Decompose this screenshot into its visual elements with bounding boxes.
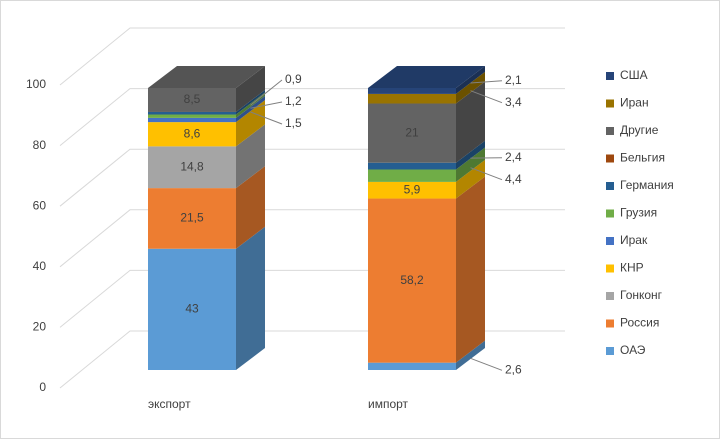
data-label: 1,2 — [285, 94, 302, 108]
bar-top — [368, 66, 485, 88]
leader-line — [470, 80, 503, 84]
legend-marker — [606, 127, 614, 135]
data-label: 8,6 — [184, 126, 201, 140]
legend-marker — [606, 72, 614, 80]
legend-marker — [606, 99, 614, 108]
data-label: 14,8 — [180, 159, 204, 173]
legend-label: Грузия — [620, 206, 657, 220]
bar-side — [236, 66, 265, 112]
bar — [148, 188, 236, 249]
legend-label: Другие — [620, 123, 659, 137]
data-label: 21,5 — [180, 211, 204, 225]
legend-marker — [606, 182, 614, 190]
bar — [148, 248, 236, 370]
legend-label: Ирак — [620, 233, 648, 247]
data-label: 4,4 — [505, 172, 522, 186]
bar — [368, 103, 456, 163]
bar-side — [456, 81, 485, 163]
data-label: 0,9 — [285, 72, 302, 86]
bar — [148, 122, 236, 147]
bar-side — [456, 159, 485, 199]
leader-line — [470, 167, 503, 181]
bar — [368, 88, 456, 94]
legend-marker — [606, 292, 614, 300]
bar-side — [236, 100, 265, 147]
legend-marker — [606, 347, 614, 355]
bar-side — [236, 124, 265, 189]
bar — [368, 198, 456, 363]
bar-side — [236, 166, 265, 249]
y-tick-label: 20 — [33, 320, 47, 334]
bar-side — [456, 140, 485, 170]
x-tick-label: импорт — [368, 397, 409, 411]
y-tick-label: 60 — [33, 198, 47, 212]
data-label: 2,4 — [505, 150, 522, 164]
bar — [368, 162, 456, 170]
bar — [148, 117, 236, 123]
bar-side — [236, 226, 265, 370]
data-label: 43 — [185, 302, 199, 316]
legend-label: Гонконг — [620, 288, 663, 302]
bar-top — [148, 66, 265, 88]
y-tick-label: 40 — [33, 259, 47, 273]
data-label: 3,4 — [505, 95, 522, 109]
bar — [368, 93, 456, 104]
leader-line — [250, 79, 283, 106]
data-label: 58,2 — [400, 273, 424, 287]
data-label: 8,5 — [184, 92, 201, 106]
leader-line — [250, 101, 283, 109]
bar-side — [456, 71, 485, 104]
legend-marker — [606, 154, 614, 163]
x-tick-label: экспорт — [148, 397, 191, 411]
y-tick-label: 80 — [33, 138, 47, 152]
bar-side — [456, 66, 485, 94]
bar-side — [456, 147, 485, 182]
leader-line — [470, 357, 503, 371]
bar — [148, 114, 236, 118]
bar — [148, 146, 236, 189]
legend-marker — [606, 237, 614, 245]
data-label: 2,1 — [505, 73, 522, 87]
data-label: 2,6 — [505, 363, 522, 377]
data-label: 1,5 — [285, 116, 302, 130]
bar-side — [236, 89, 265, 115]
grid-line — [59, 27, 565, 86]
y-tick-label: 0 — [39, 380, 46, 394]
legend-label: КНР — [620, 261, 644, 275]
bar — [368, 181, 456, 199]
y-tick-label: 100 — [26, 77, 46, 91]
bar — [148, 111, 236, 115]
leader-line — [470, 90, 503, 104]
legend-label: ОАЭ — [620, 343, 646, 357]
legend-marker — [606, 264, 614, 273]
data-label: 5,9 — [404, 182, 421, 196]
legend-label: Россия — [620, 316, 659, 330]
legend-label: Германия — [620, 178, 674, 192]
data-label: 21 — [405, 125, 419, 139]
legend-label: Бельгия — [620, 151, 665, 165]
legend-label: Иран — [620, 96, 649, 110]
bar-side — [456, 340, 485, 370]
bar — [368, 169, 456, 182]
legend-marker — [606, 209, 614, 218]
leader-line — [250, 111, 283, 125]
bar — [368, 362, 456, 370]
legend-label: США — [620, 68, 648, 82]
bar-side — [236, 95, 265, 123]
legend-marker — [606, 319, 614, 328]
bar — [148, 88, 236, 112]
bar-side — [456, 176, 485, 363]
